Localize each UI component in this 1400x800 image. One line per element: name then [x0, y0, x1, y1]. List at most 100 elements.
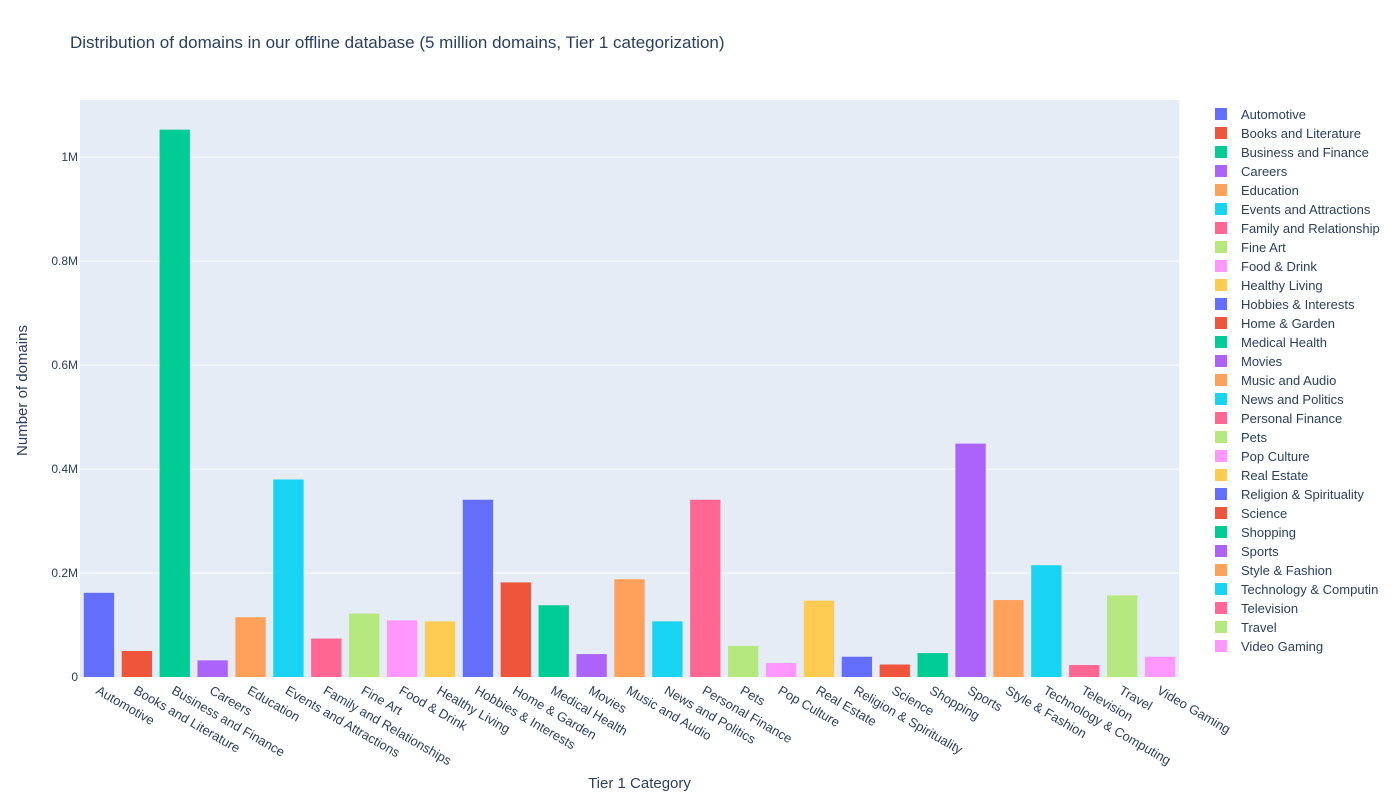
chart-title: Distribution of domains in our offline d…: [70, 33, 725, 52]
y-tick-label: 0: [71, 670, 78, 684]
legend-swatch: [1215, 298, 1227, 310]
legend-swatch: [1215, 355, 1227, 367]
x-tick-label: Video Gaming: [1155, 683, 1234, 737]
legend-item-label: Education: [1241, 183, 1299, 198]
legend-item-label: Business and Finance: [1241, 145, 1369, 160]
legend-item-label: Technology & Computin: [1241, 582, 1378, 597]
bar-real-estate: [803, 600, 835, 677]
y-tick-label: 0.4M: [51, 462, 78, 476]
legend-item-label: Personal Finance: [1241, 411, 1342, 426]
legend-swatch: [1215, 564, 1227, 576]
y-tick-label: 0.8M: [51, 254, 78, 268]
bar-healthy-living: [424, 621, 456, 677]
bar-sports: [955, 443, 986, 677]
gridlines: [80, 156, 1179, 574]
legend-swatch: [1215, 127, 1227, 139]
bar-video-gaming: [1144, 656, 1176, 677]
bar-family-and-relationships: [311, 638, 342, 677]
y-axis-title: Number of domains: [14, 325, 31, 456]
legend-swatch: [1215, 203, 1227, 215]
legend-swatch: [1215, 260, 1227, 272]
legend-item-label: Events and Attractions: [1241, 202, 1371, 217]
legend-item-label: Food & Drink: [1241, 259, 1317, 274]
bar-religion-spirituality: [841, 656, 873, 677]
legend-swatch: [1215, 488, 1227, 500]
legend-item-label: News and Politics: [1241, 392, 1344, 407]
legend-item-label: Books and Literature: [1241, 126, 1361, 141]
legend-item-label: Movies: [1241, 354, 1283, 369]
bar-automotive: [83, 592, 115, 677]
y-axis-ticks: 0 0.2M 0.4M 0.6M 0.8M 1M: [51, 150, 78, 684]
legend-swatch: [1215, 222, 1227, 234]
legend-swatch: [1215, 621, 1227, 633]
legend-item-label: Science: [1241, 506, 1287, 521]
bar-shopping: [917, 653, 948, 677]
legend-swatch: [1215, 241, 1227, 253]
legend-swatch: [1215, 431, 1227, 443]
legend-swatch: [1215, 108, 1227, 120]
bar-television: [1069, 665, 1100, 677]
legend-swatch: [1215, 165, 1227, 177]
legend-item-label: Family and Relationship: [1241, 221, 1380, 236]
legend-swatch: [1215, 393, 1227, 405]
bar-business-and-finance: [159, 129, 190, 677]
legend-item-label: Video Gaming: [1241, 639, 1323, 654]
bar-food-drink: [386, 620, 418, 677]
legend-item-label: Religion & Spirituality: [1241, 487, 1364, 502]
bar-music-and-audio: [614, 579, 645, 677]
legend-item-label: Music and Audio: [1241, 373, 1336, 388]
legend-item-label: Medical Health: [1241, 335, 1327, 350]
legend-item-label: Travel: [1241, 620, 1277, 635]
bar-science: [879, 664, 910, 677]
legend-swatch: [1215, 450, 1227, 462]
bar-books-and-literature: [121, 651, 153, 677]
legend-item-label: Style & Fashion: [1241, 563, 1332, 578]
legend-swatch: [1215, 146, 1227, 158]
legend-item-label: Hobbies & Interests: [1241, 297, 1355, 312]
bar-pets: [728, 645, 759, 677]
legend-swatch: [1215, 507, 1227, 519]
legend-swatch: [1215, 545, 1227, 557]
x-axis-title: Tier 1 Category: [588, 775, 691, 792]
legend-swatch: [1215, 374, 1227, 386]
legend-swatch: [1215, 640, 1227, 652]
legend-swatch: [1215, 583, 1227, 595]
y-tick-label: 0.2M: [51, 566, 78, 580]
legend-item-label: Sports: [1241, 544, 1279, 559]
bar-style-fashion: [993, 600, 1024, 677]
legend-item-label: Healthy Living: [1241, 278, 1323, 293]
legend-swatch: [1215, 602, 1227, 614]
bar-movies: [576, 654, 607, 677]
y-tick-label: 0.6M: [51, 358, 78, 372]
bar-education: [235, 617, 266, 677]
legend-item-label: Real Estate: [1241, 468, 1308, 483]
legend-item-label: Automotive: [1241, 107, 1306, 122]
bar-travel: [1106, 595, 1138, 677]
legend-item-label: Careers: [1241, 164, 1288, 179]
bar-fine-art: [349, 613, 380, 677]
legend-swatch: [1215, 279, 1227, 291]
legend-swatch: [1215, 469, 1227, 481]
legend-item-label: Shopping: [1241, 525, 1296, 540]
bar-medical-health: [538, 605, 569, 677]
bar-news-and-politics: [652, 621, 683, 677]
legend-item-label: Home & Garden: [1241, 316, 1335, 331]
legend-swatch: [1215, 317, 1227, 329]
bar-pop-culture: [765, 662, 797, 677]
bar-home-garden: [500, 582, 531, 677]
legend: Automotive Books and Literature Business a…: [1215, 107, 1380, 654]
bars: [83, 129, 1176, 677]
legend-item-label: Pets: [1241, 430, 1268, 445]
legend-swatch: [1215, 336, 1227, 348]
legend-swatch: [1215, 526, 1227, 538]
bar-events-and-attractions: [273, 479, 304, 677]
legend-swatch: [1215, 412, 1227, 424]
legend-item-label: Pop Culture: [1241, 449, 1310, 464]
legend-item-label: Fine Art: [1241, 240, 1286, 255]
bar-personal-finance: [690, 499, 721, 677]
bar-hobbies-interests: [462, 499, 494, 677]
legend-swatch: [1215, 184, 1227, 196]
bar-careers: [197, 660, 228, 677]
